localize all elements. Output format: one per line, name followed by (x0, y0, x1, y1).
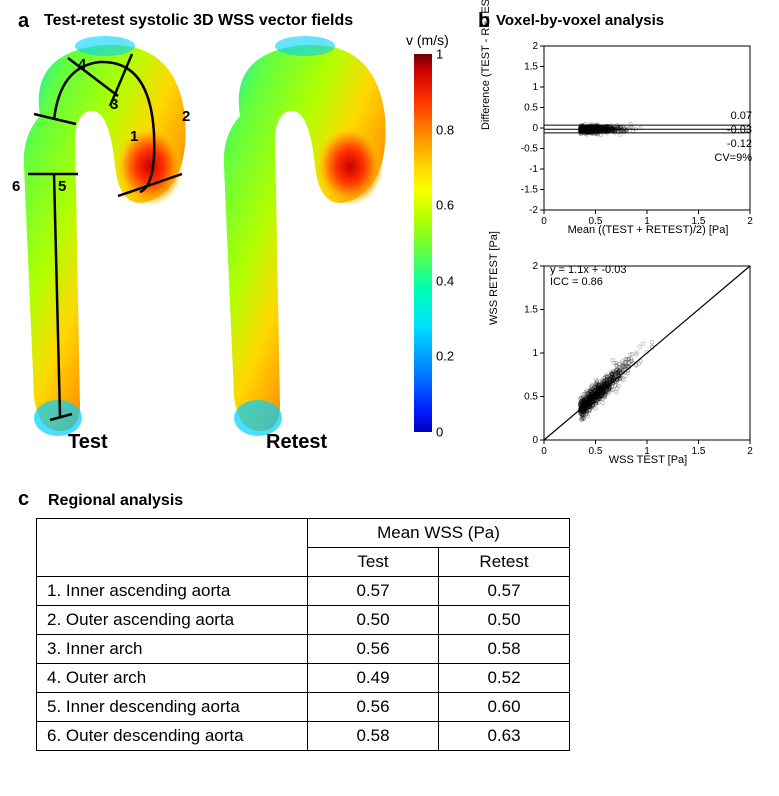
retest-label: Retest (266, 431, 327, 454)
svg-text:1.5: 1.5 (524, 62, 538, 73)
panel-a-label: a (18, 10, 29, 33)
svg-text:1.5: 1.5 (524, 305, 538, 316)
svg-text:2: 2 (532, 41, 538, 52)
table-test: 0.56 (308, 693, 439, 722)
colorbar-tick: 0.4 (436, 273, 454, 288)
svg-text:0: 0 (541, 446, 547, 457)
svg-text:-0.5: -0.5 (521, 144, 539, 155)
table-region: 1. Inner ascending aorta (37, 577, 308, 606)
svg-text:-1: -1 (529, 164, 538, 175)
region-6: 6 (12, 178, 20, 195)
colorbar-tick: 0.6 (436, 198, 454, 213)
svg-text:0: 0 (532, 435, 538, 446)
region-1: 1 (130, 128, 138, 145)
test-label: Test (68, 431, 108, 454)
sc-icc-label: ICC = 0.86 (550, 276, 603, 288)
scatter-chart: 00.511.5200.511.52 WSS RETEST [Pa] WSS T… (508, 258, 758, 468)
table-retest: 0.57 (439, 577, 570, 606)
table-test: 0.49 (308, 664, 439, 693)
ba-lower: -0.12 (727, 138, 752, 150)
panel-a-title: Test-retest systolic 3D WSS vector field… (44, 12, 353, 30)
svg-text:0.5: 0.5 (524, 392, 538, 403)
ba-xlabel: Mean ((TEST + RETEST)/2) [Pa] (548, 224, 748, 236)
panel-b-title: Voxel-by-voxel analysis (496, 12, 664, 29)
region-5: 5 (58, 178, 66, 195)
colorbar-tick: 0.2 (436, 349, 454, 364)
svg-text:1: 1 (532, 348, 538, 359)
table-retest: 0.50 (439, 606, 570, 635)
colorbar-gradient (414, 54, 432, 432)
svg-text:-1.5: -1.5 (521, 185, 539, 196)
table-region: 5. Inner descending aorta (37, 693, 308, 722)
svg-text:2: 2 (747, 216, 753, 227)
aorta-svg (10, 36, 410, 446)
table-test: 0.58 (308, 722, 439, 751)
svg-text:0.5: 0.5 (524, 103, 538, 114)
regional-table: Mean WSS (Pa)TestRetest1. Inner ascendin… (36, 518, 570, 751)
bland-altman-chart: 00.511.52-2-1.5-1-0.500.511.52 Differenc… (508, 38, 758, 238)
sc-xlabel: WSS TEST [Pa] (568, 454, 728, 466)
sc-fit-label: y = 1.1x + -0.03 (550, 264, 626, 276)
table-retest: 0.60 (439, 693, 570, 722)
ba-ylabel: Difference (TEST - RETEST) [Pa] (480, 0, 492, 138)
figure-root: a Test-retest systolic 3D WSS vector fie… (10, 10, 769, 786)
svg-text:0: 0 (532, 123, 538, 134)
table-region: 6. Outer descending aorta (37, 722, 308, 751)
svg-text:2: 2 (747, 446, 753, 457)
panel-b: b Voxel-by-voxel analysis 00.511.52-2-1.… (478, 10, 768, 480)
ba-mid: -0.03 (727, 124, 752, 136)
colorbar-tick: 0.8 (436, 122, 454, 137)
table-region: 3. Inner arch (37, 635, 308, 664)
ba-cv: CV=9% (714, 152, 752, 164)
panel-c-title: Regional analysis (48, 492, 183, 510)
svg-text:0: 0 (541, 216, 547, 227)
svg-text:1: 1 (532, 82, 538, 93)
aorta-images: Test Retest 1 2 3 4 5 6 (10, 36, 460, 456)
table-test: 0.57 (308, 577, 439, 606)
region-2: 2 (182, 108, 190, 125)
svg-text:2: 2 (532, 261, 538, 272)
region-3: 3 (110, 96, 118, 113)
table-retest: 0.52 (439, 664, 570, 693)
sc-ylabel: WSS RETEST [Pa] (488, 198, 500, 358)
table-test: 0.50 (308, 606, 439, 635)
svg-text:-2: -2 (529, 205, 538, 216)
panel-c-label: c (18, 488, 29, 511)
table-retest: 0.63 (439, 722, 570, 751)
colorbar-tick: 1 (436, 47, 443, 62)
table-retest: 0.58 (439, 635, 570, 664)
colorbar-tick: 0 (436, 425, 443, 440)
table-region: 2. Outer ascending aorta (37, 606, 308, 635)
colorbar: v (m/s) 10.80.60.40.20 (406, 32, 466, 452)
table-test: 0.56 (308, 635, 439, 664)
ba-upper: 0.07 (731, 110, 752, 122)
table-region: 4. Outer arch (37, 664, 308, 693)
region-4: 4 (78, 56, 86, 73)
